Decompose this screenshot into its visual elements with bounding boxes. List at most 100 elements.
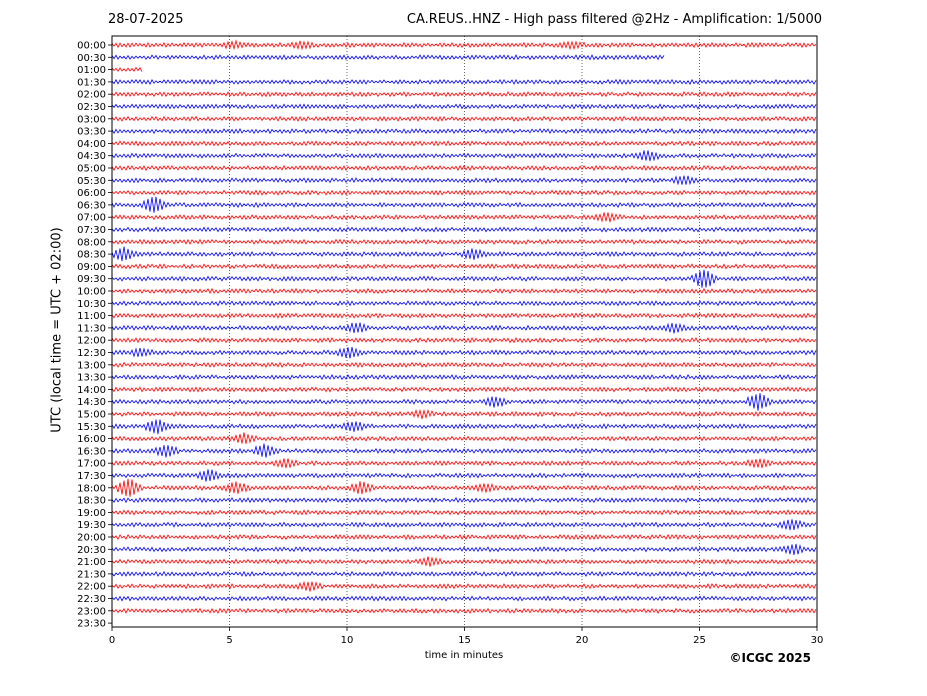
- y-tick-label-0030: 00:30: [77, 53, 106, 64]
- y-tick-label-1730: 17:30: [77, 471, 106, 482]
- trace-0330: [111, 127, 817, 135]
- x-tick-label-5: 5: [226, 635, 232, 646]
- trace-1930: [111, 519, 817, 531]
- y-tick-label-1300: 13:00: [77, 360, 106, 371]
- trace-0930: [111, 269, 817, 288]
- y-tick-label-0300: 03:00: [77, 114, 106, 125]
- trace-0600: [111, 189, 817, 196]
- trace-0300: [111, 115, 817, 122]
- y-tick-label-0930: 09:30: [77, 274, 106, 285]
- trace-1830: [111, 497, 817, 504]
- trace-1400: [111, 386, 817, 393]
- trace-0430: [111, 150, 817, 162]
- trace-2300: [111, 607, 817, 614]
- trace-2130: [111, 570, 817, 577]
- trace-0800: [111, 238, 817, 245]
- y-tick-label-0630: 06:30: [77, 200, 106, 211]
- trace-2200: [111, 580, 817, 592]
- y-tick-label-1130: 11:30: [77, 323, 106, 334]
- y-tick-label-0100: 01:00: [77, 65, 106, 76]
- x-tick-label-15: 15: [458, 635, 471, 646]
- y-tick-label-0530: 05:30: [77, 176, 106, 187]
- trace-0730: [111, 226, 817, 233]
- y-tick-label-1900: 19:00: [77, 508, 106, 519]
- chart-title: CA.REUS..HNZ - High pass filtered @2Hz -…: [406, 12, 822, 27]
- y-tick-label-2030: 20:30: [77, 545, 106, 556]
- y-tick-label-0200: 02:00: [77, 90, 106, 101]
- trace-1500: [111, 408, 817, 420]
- trace-0130: [111, 78, 817, 85]
- y-tick-label-1930: 19:30: [77, 520, 106, 531]
- trace-0500: [111, 164, 817, 172]
- y-tick-label-0230: 02:30: [77, 102, 106, 113]
- x-ticks-group: 0 5 10 15 20 25 30: [109, 627, 823, 646]
- x-tick-label-10: 10: [341, 635, 354, 646]
- trace-1200: [111, 337, 817, 344]
- x-tick-label-25: 25: [693, 635, 706, 646]
- trace-1900: [111, 509, 817, 516]
- y-tick-label-1800: 18:00: [77, 483, 106, 494]
- trace-0030: [111, 54, 665, 61]
- trace-1630: [111, 443, 817, 458]
- trace-2230: [111, 595, 817, 602]
- trace-0630: [111, 196, 817, 213]
- y-tick-label-0700: 07:00: [77, 213, 106, 224]
- chart-date: 28-07-2025: [108, 12, 184, 27]
- trace-0830: [111, 246, 817, 262]
- y-tick-label-1630: 16:30: [77, 446, 106, 457]
- trace-0400: [111, 140, 817, 147]
- trace-1730: [111, 469, 817, 482]
- trace-1030: [111, 300, 817, 307]
- y-tick-label-1430: 14:30: [77, 397, 106, 408]
- trace-1430: [111, 393, 817, 411]
- trace-0100: [111, 66, 143, 72]
- y-tick-label-0730: 07:30: [77, 225, 106, 236]
- y-tick-label-0830: 08:30: [77, 250, 106, 261]
- trace-1530: [111, 419, 817, 435]
- y-tick-label-2330: 23:30: [77, 619, 106, 630]
- trace-1000: [111, 287, 817, 295]
- y-tick-label-1530: 15:30: [77, 422, 106, 433]
- trace-0530: [111, 175, 817, 186]
- y-tick-label-1830: 18:30: [77, 496, 106, 507]
- trace-0230: [111, 103, 817, 110]
- y-tick-label-1600: 16:00: [77, 434, 106, 445]
- trace-2000: [111, 533, 817, 541]
- y-tick-label-0500: 05:00: [77, 164, 106, 175]
- copyright-notice: ©ICGC 2025: [729, 651, 811, 665]
- y-tick-label-2000: 20:00: [77, 533, 106, 544]
- y-tick-label-0800: 08:00: [77, 237, 106, 248]
- trace-0900: [111, 263, 817, 270]
- y-tick-label-2130: 21:30: [77, 569, 106, 580]
- y-tick-label-0000: 00:00: [77, 41, 106, 52]
- trace-1330: [111, 373, 817, 381]
- y-tick-label-0430: 04:30: [77, 151, 106, 162]
- y-tick-label-2230: 22:30: [77, 594, 106, 605]
- trace-0200: [111, 91, 817, 98]
- trace-0000: [111, 39, 817, 51]
- trace-1100: [111, 312, 817, 319]
- trace-1130: [111, 322, 817, 334]
- y-tick-label-1200: 12:00: [77, 336, 106, 347]
- y-tick-label-1500: 15:00: [77, 410, 106, 421]
- x-tick-label-20: 20: [576, 635, 589, 646]
- y-tick-label-2100: 21:00: [77, 557, 106, 568]
- trace-0700: [111, 212, 817, 223]
- x-tick-label-0: 0: [109, 635, 115, 646]
- y-tick-label-1030: 10:30: [77, 299, 106, 310]
- y-tick-label-1700: 17:00: [77, 459, 106, 470]
- trace-1800: [111, 478, 817, 497]
- y-tick-label-0130: 01:30: [77, 77, 106, 88]
- trace-1700: [111, 458, 817, 469]
- trace-1230: [111, 347, 817, 359]
- x-axis-label: time in minutes: [424, 650, 504, 661]
- trace-2100: [111, 556, 817, 567]
- trace-1300: [111, 361, 817, 368]
- y-tick-label-1230: 12:30: [77, 348, 106, 359]
- y-tick-label-1400: 14:00: [77, 385, 106, 396]
- grid-lines: [229, 36, 700, 627]
- y-tick-label-1100: 11:00: [77, 311, 106, 322]
- y-tick-label-1000: 10:00: [77, 287, 106, 298]
